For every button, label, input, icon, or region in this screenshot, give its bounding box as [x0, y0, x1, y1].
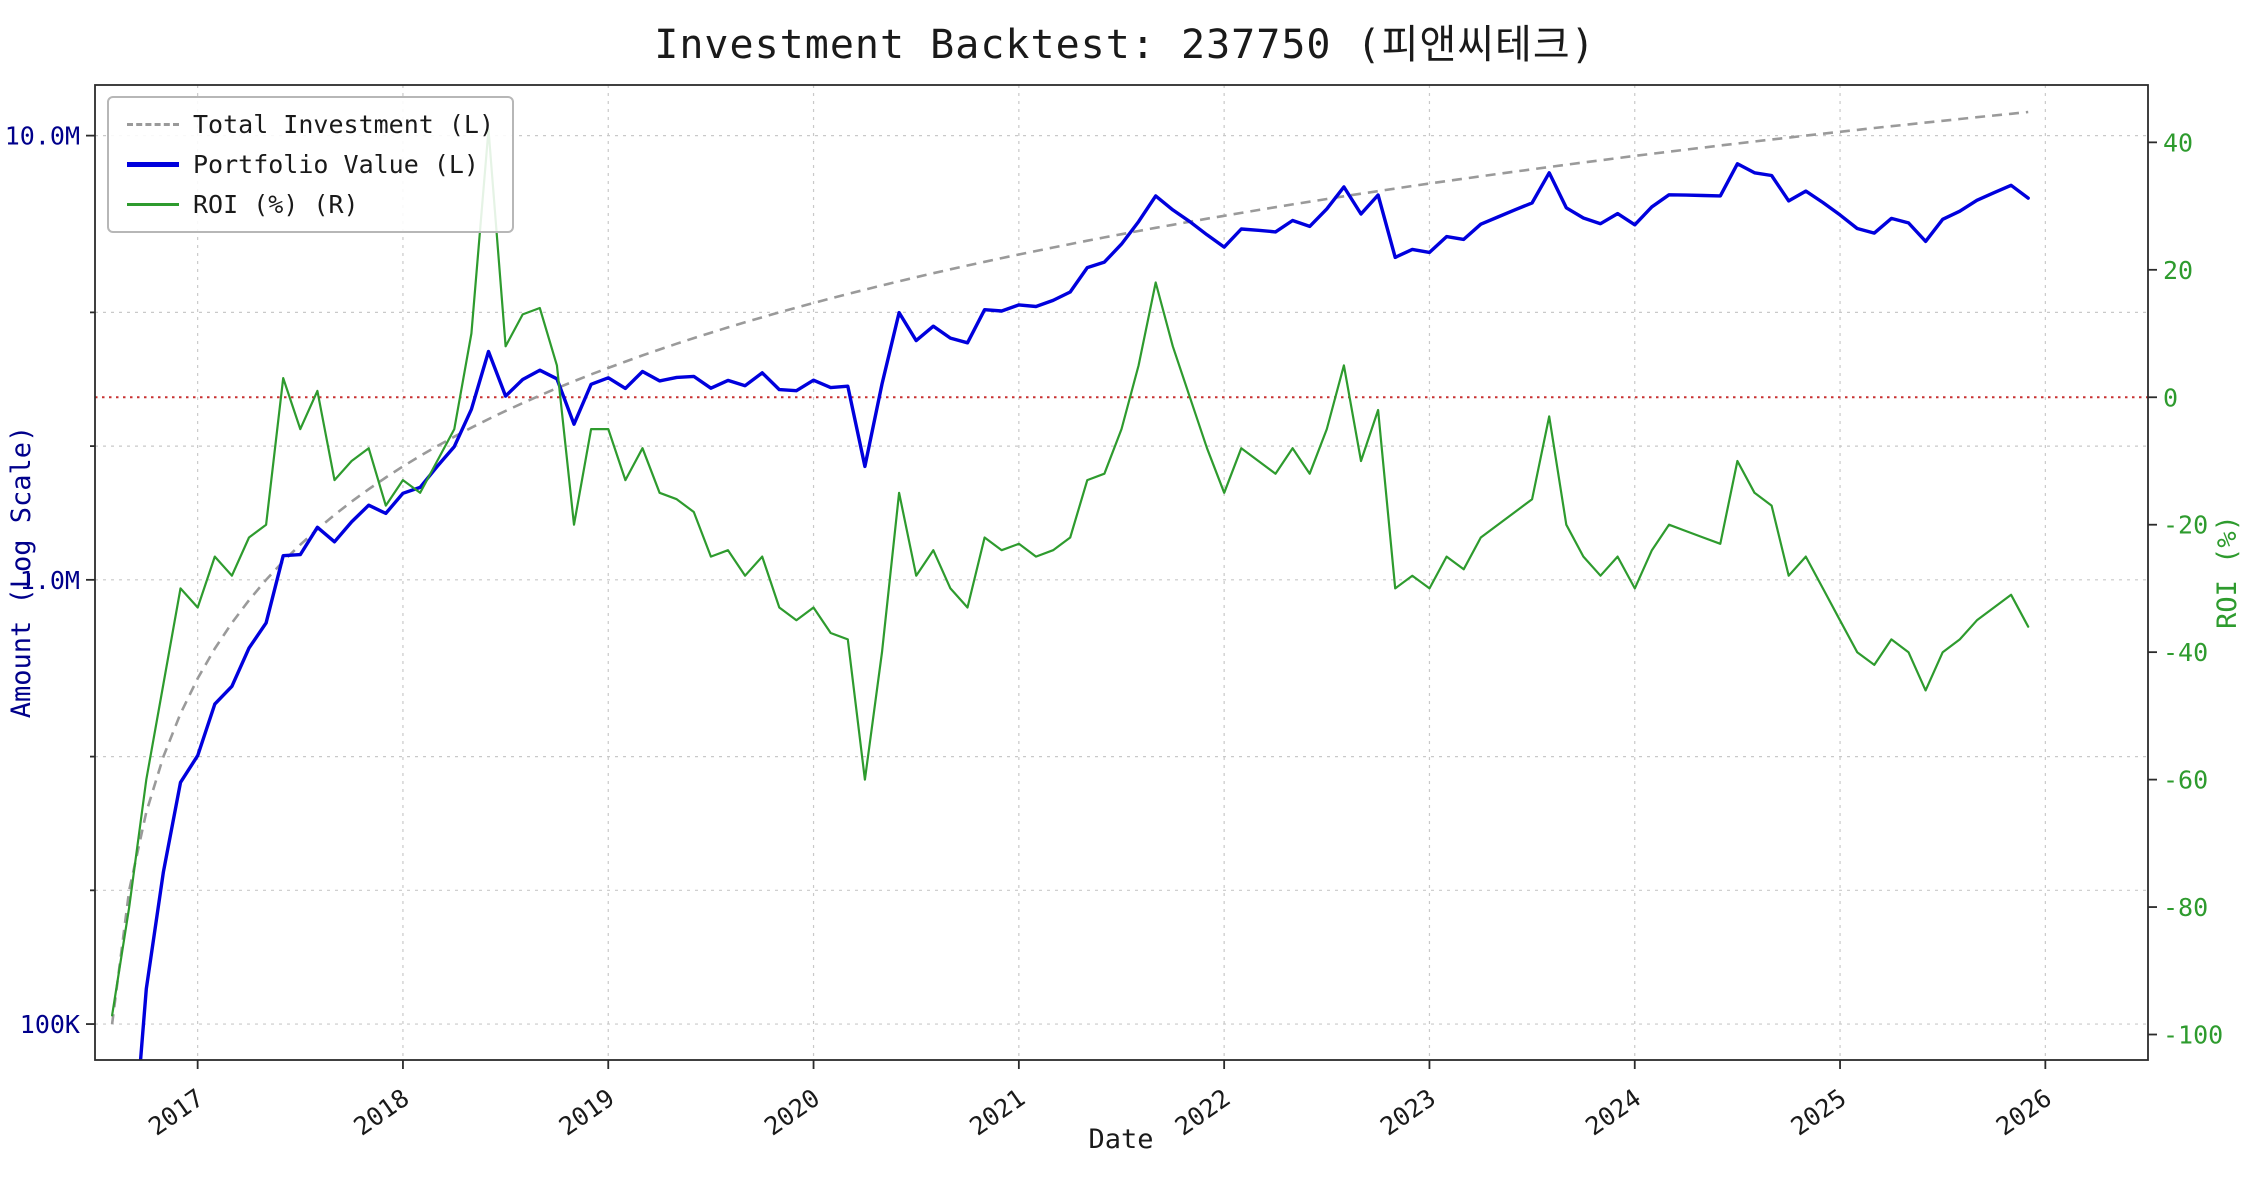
legend-line-sample-portfolio-value [127, 162, 179, 167]
legend-item-roi: ROI (%) (R) [127, 190, 494, 219]
svg-text:2017: 2017 [143, 1083, 209, 1141]
chart-legend: Total Investment (L) Portfolio Value (L)… [107, 96, 515, 233]
legend-line-sample-roi [127, 203, 179, 206]
svg-text:-80: -80 [2163, 893, 2208, 922]
svg-text:100K: 100K [20, 1010, 80, 1039]
svg-text:40: 40 [2163, 128, 2193, 157]
left-axis-label: Amount (Log Scale) [6, 426, 37, 719]
svg-text:2018: 2018 [348, 1083, 414, 1141]
svg-text:-20: -20 [2163, 511, 2208, 540]
right-axis-label: ROI (%) [2212, 515, 2243, 629]
legend-label-portfolio-value: Portfolio Value (L) [193, 150, 479, 179]
svg-text:20: 20 [2163, 256, 2193, 285]
svg-text:2025: 2025 [1786, 1083, 1852, 1141]
svg-text:2021: 2021 [964, 1083, 1030, 1141]
svg-text:2023: 2023 [1375, 1083, 1441, 1141]
svg-text:1.0M: 1.0M [20, 566, 80, 595]
svg-text:2026: 2026 [1991, 1083, 2057, 1141]
x-axis-label: Date [1088, 1124, 1153, 1155]
legend-label-roi: ROI (%) (R) [193, 190, 359, 219]
svg-text:2022: 2022 [1170, 1083, 1236, 1141]
svg-text:0: 0 [2163, 383, 2178, 412]
legend-item-portfolio-value: Portfolio Value (L) [127, 150, 494, 179]
legend-item-total-investment: Total Investment (L) [127, 110, 494, 139]
svg-text:-40: -40 [2163, 638, 2208, 667]
svg-text:2020: 2020 [759, 1083, 825, 1141]
svg-text:2019: 2019 [554, 1083, 620, 1141]
svg-text:10.0M: 10.0M [5, 122, 80, 151]
svg-text:-60: -60 [2163, 766, 2208, 795]
legend-line-sample-total-investment [127, 123, 179, 126]
legend-label-total-investment: Total Investment (L) [193, 110, 495, 139]
svg-text:2024: 2024 [1580, 1083, 1646, 1141]
svg-text:-100: -100 [2163, 1021, 2223, 1050]
chart-title: Investment Backtest: 237750 (피앤씨테크) [654, 22, 1596, 68]
